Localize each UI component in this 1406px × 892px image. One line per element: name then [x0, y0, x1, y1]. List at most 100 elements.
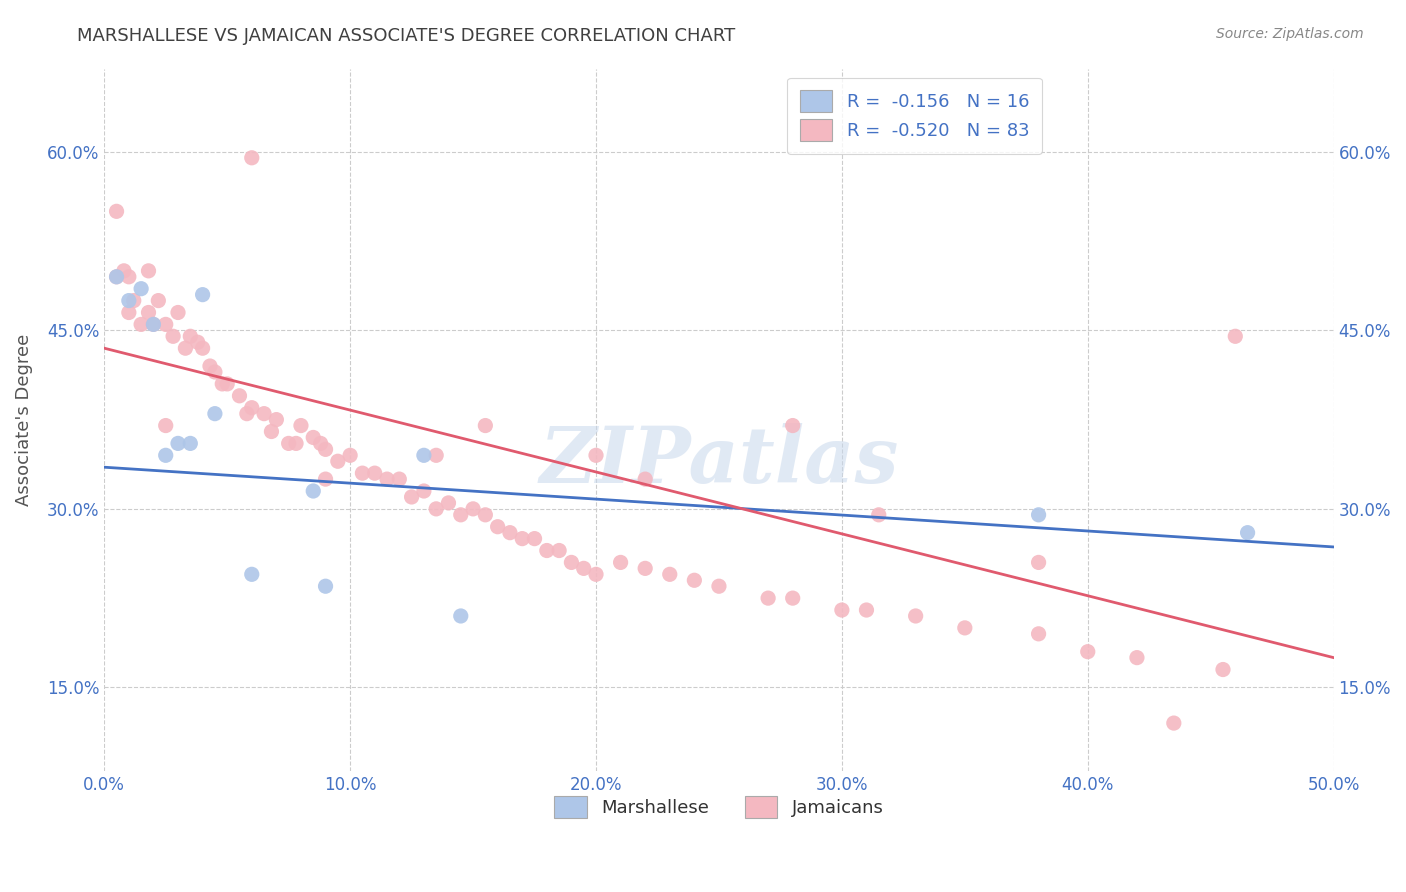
Point [461, 501, 484, 516]
Point [142, 318, 165, 332]
Point [1028, 627, 1050, 641]
Point [105, 269, 128, 284]
Point [118, 269, 141, 284]
Point [352, 466, 374, 480]
Point [782, 418, 804, 433]
Point [240, 567, 263, 582]
Point [302, 483, 325, 498]
Point [339, 448, 361, 462]
Point [904, 609, 927, 624]
Point [707, 579, 730, 593]
Point [388, 472, 411, 486]
Point [375, 472, 398, 486]
Point [105, 204, 128, 219]
Point [1236, 525, 1258, 540]
Text: MARSHALLESE VS JAMAICAN ASSOCIATE'S DEGREE CORRELATION CHART: MARSHALLESE VS JAMAICAN ASSOCIATE'S DEGR… [77, 27, 735, 45]
Point [609, 556, 631, 570]
Point [412, 483, 434, 498]
Point [585, 448, 607, 462]
Point [634, 472, 657, 486]
Point [1126, 650, 1149, 665]
Point [510, 532, 533, 546]
Point [585, 567, 607, 582]
Point [450, 508, 472, 522]
Point [228, 389, 250, 403]
Point [155, 318, 177, 332]
Point [217, 376, 239, 391]
Point [560, 556, 582, 570]
Point [474, 508, 496, 522]
Point [105, 269, 128, 284]
Point [1028, 556, 1050, 570]
Point [953, 621, 976, 635]
Point [548, 543, 571, 558]
Point [167, 305, 190, 319]
Point [118, 305, 141, 319]
Point [474, 418, 496, 433]
Point [572, 561, 595, 575]
Point [486, 519, 509, 533]
Point [315, 442, 337, 457]
Point [855, 603, 877, 617]
Point [174, 341, 197, 355]
Point [425, 501, 447, 516]
Point [155, 418, 177, 433]
Point [129, 282, 152, 296]
Point [138, 305, 160, 319]
Point [112, 264, 135, 278]
Point [260, 425, 283, 439]
Point [425, 448, 447, 462]
Point [129, 318, 152, 332]
Point [277, 436, 299, 450]
Point [831, 603, 853, 617]
Point [1028, 508, 1050, 522]
Point [412, 448, 434, 462]
Point [1225, 329, 1247, 343]
Point [211, 376, 233, 391]
Point [142, 318, 165, 332]
Point [167, 436, 190, 450]
Point [782, 591, 804, 606]
Point [191, 341, 214, 355]
Point [315, 472, 337, 486]
Point [315, 579, 337, 593]
Point [756, 591, 779, 606]
Point [309, 436, 332, 450]
Point [1077, 645, 1099, 659]
Point [634, 561, 657, 575]
Point [204, 407, 226, 421]
Point [118, 293, 141, 308]
Point [450, 609, 472, 624]
Point [122, 293, 145, 308]
Point [138, 264, 160, 278]
Point [868, 508, 890, 522]
Point [253, 407, 276, 421]
Point [1212, 663, 1234, 677]
Point [326, 454, 349, 468]
Point [179, 436, 201, 450]
Point [285, 436, 308, 450]
Point [499, 525, 522, 540]
Point [162, 329, 184, 343]
Point [187, 335, 209, 350]
Point [523, 532, 546, 546]
Point [155, 448, 177, 462]
Point [1163, 716, 1185, 731]
Legend: Marshallese, Jamaicans: Marshallese, Jamaicans [547, 789, 891, 825]
Point [191, 287, 214, 301]
Point [302, 430, 325, 444]
Point [683, 574, 706, 588]
Point [236, 407, 259, 421]
Point [536, 543, 558, 558]
Text: Source: ZipAtlas.com: Source: ZipAtlas.com [1216, 27, 1364, 41]
Text: ZIPatlas: ZIPatlas [540, 424, 898, 500]
Y-axis label: Associate's Degree: Associate's Degree [15, 334, 32, 506]
Point [198, 359, 221, 373]
Point [364, 466, 387, 480]
Point [240, 151, 263, 165]
Point [290, 418, 312, 433]
Point [401, 490, 423, 504]
Point [437, 496, 460, 510]
Point [179, 329, 201, 343]
Point [658, 567, 681, 582]
